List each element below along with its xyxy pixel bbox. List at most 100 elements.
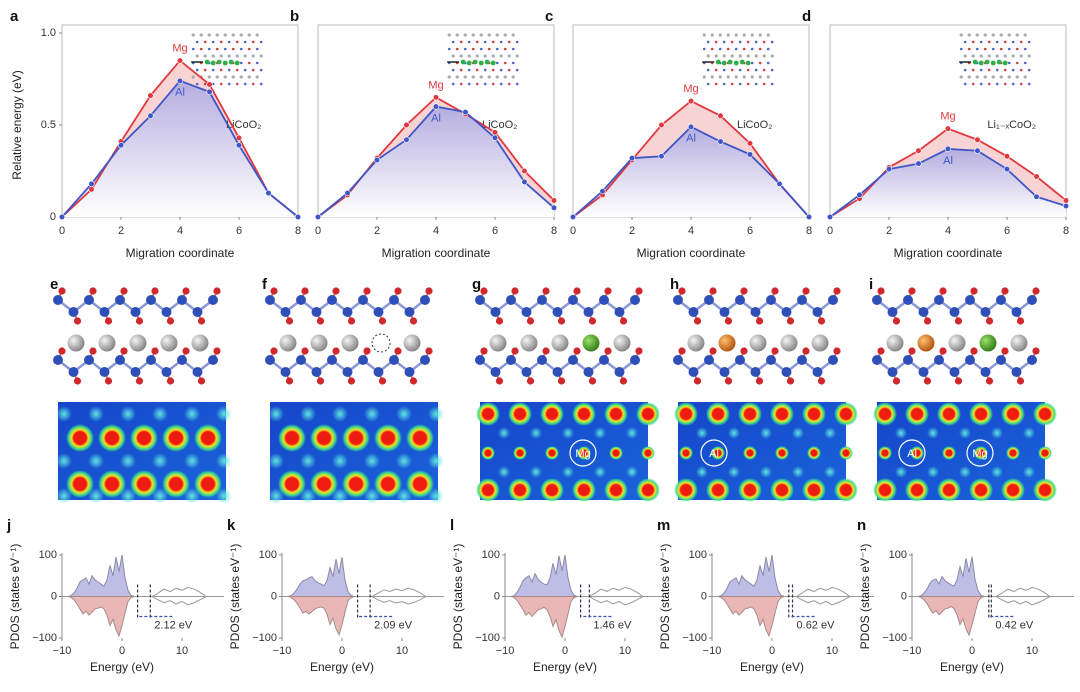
cobalt-atom — [506, 295, 516, 305]
inset-atom — [983, 47, 987, 51]
inset-atom — [255, 33, 259, 37]
density-spot — [706, 478, 730, 502]
density-halo — [1023, 466, 1035, 478]
density-spot — [609, 446, 623, 460]
oxygen-atom — [817, 317, 826, 325]
cobalt-atom — [327, 295, 337, 305]
inset-atom — [447, 75, 451, 79]
cobalt-atom — [980, 307, 991, 317]
inset-atom — [979, 68, 983, 72]
density-halo — [927, 466, 939, 478]
cobalt-atom — [887, 307, 898, 317]
inset-atom — [231, 47, 235, 51]
y-tick-label: −100 — [32, 632, 57, 644]
inset-atom — [706, 68, 710, 72]
density-spot — [342, 424, 370, 452]
inset-atom — [463, 47, 467, 51]
dos-curve — [588, 596, 644, 606]
inset-atom — [227, 54, 231, 58]
oxygen-atom — [104, 377, 113, 385]
inset-atom — [734, 47, 738, 51]
inset-ion — [1002, 60, 1008, 66]
oxygen-atom — [1032, 347, 1040, 355]
inset-atom — [979, 54, 983, 58]
panel-label: g — [472, 276, 481, 293]
inset-atom — [742, 33, 746, 37]
oxygen-atom — [1001, 287, 1009, 295]
inset-atom — [215, 33, 219, 37]
inset-atom — [215, 75, 219, 79]
inset-atom — [479, 33, 483, 37]
inset-atom — [758, 75, 762, 79]
inset-atom — [475, 82, 479, 86]
oxygen-atom — [285, 377, 294, 385]
dos-curve — [917, 556, 985, 597]
inset-atom — [491, 68, 495, 72]
inset-atom — [507, 54, 511, 58]
cobalt-atom — [704, 295, 714, 305]
oxygen-atom — [120, 347, 128, 355]
inset-atom — [963, 54, 967, 58]
inset-atom — [211, 40, 215, 44]
oxygen-atom — [635, 287, 643, 295]
oxygen-atom — [709, 287, 717, 295]
inset-atom — [706, 54, 710, 58]
density-spot — [674, 402, 698, 426]
site-label: Al — [907, 448, 917, 460]
density-halo — [428, 453, 444, 469]
density-spot — [130, 424, 158, 452]
inset-atom — [515, 40, 519, 44]
inset-atom — [766, 33, 770, 37]
density-spot — [873, 478, 897, 502]
oxygen-atom — [557, 377, 566, 385]
cobalt-atom — [115, 355, 125, 365]
oxygen-atom — [755, 377, 764, 385]
y-tick-label: 0 — [494, 590, 500, 602]
oxygen-atom — [970, 287, 978, 295]
cobalt-atom — [280, 307, 291, 317]
density-halo — [991, 466, 1003, 478]
oxygen-atom — [197, 377, 206, 385]
density-spot — [194, 424, 222, 452]
dos-curve — [510, 554, 578, 597]
dos-curve — [151, 586, 207, 597]
oxygen-atom — [833, 347, 841, 355]
area-fill — [318, 106, 554, 217]
inset-atom — [259, 40, 263, 44]
inset-atom — [503, 33, 507, 37]
oxygen-atom — [409, 317, 418, 325]
density-spot — [162, 470, 190, 498]
inset-atom — [746, 82, 750, 86]
data-point — [944, 145, 952, 153]
inset-atom — [507, 82, 511, 86]
data-point — [176, 57, 184, 64]
inset-atom — [515, 82, 519, 86]
inset-atom — [738, 82, 742, 86]
density-spot — [770, 478, 794, 502]
density-halo — [728, 466, 740, 478]
inset-atom — [511, 61, 515, 65]
oxygen-atom — [724, 377, 733, 385]
inset-atom — [467, 40, 471, 44]
inset-atom — [495, 61, 499, 65]
site-label: Mg — [972, 448, 987, 460]
inset-atom — [1011, 40, 1015, 44]
oxygen-atom — [877, 287, 885, 295]
data-point — [1033, 193, 1040, 200]
data-point — [974, 147, 981, 154]
cobalt-atom — [265, 295, 275, 305]
oxygen-atom — [135, 317, 144, 325]
dos-curve — [371, 596, 427, 605]
inset-atom — [219, 68, 223, 72]
x-axis-title: Migration coordinate — [637, 246, 746, 260]
data-point — [717, 138, 724, 145]
density-halo — [152, 406, 168, 422]
density-spot — [878, 446, 892, 460]
inset-atom — [1003, 82, 1007, 86]
inset-atom — [1011, 68, 1015, 72]
inset-atom — [714, 82, 718, 86]
density-spot — [310, 424, 338, 452]
inset-ion — [478, 60, 484, 66]
cobalt-atom — [490, 307, 501, 317]
density-spot — [834, 478, 858, 502]
